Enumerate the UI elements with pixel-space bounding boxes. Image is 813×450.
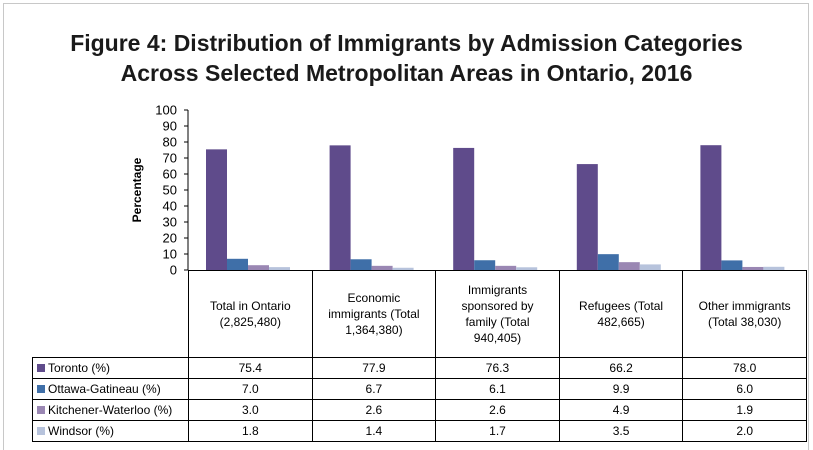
series-name: Ottawa-Gatineau (%)	[48, 382, 161, 396]
table-row: Toronto (%) 75.4 77.9 76.3 66.2 78.0	[32, 357, 807, 379]
y-tick-label: 70	[163, 151, 177, 166]
category-label-line: Refugees (Total	[579, 299, 664, 313]
data-label: 77.9	[311, 357, 437, 379]
category-label-line: 1,364,380)	[345, 323, 403, 337]
data-table: Total in Ontario (2,825,480) Economic immig…	[32, 270, 807, 442]
series-name: Toronto (%)	[48, 361, 111, 375]
table-row: Ottawa-Gatineau (%) 7.0 6.7 6.1 9.9 6.0	[32, 378, 807, 400]
data-label: 78.0	[682, 357, 807, 379]
bar	[371, 265, 393, 270]
data-label: 2.0	[682, 420, 807, 442]
legend-swatch	[37, 427, 45, 435]
bar	[742, 266, 764, 270]
data-label: 1.7	[435, 420, 560, 442]
y-tick-label: 90	[163, 119, 177, 134]
bar	[700, 145, 722, 270]
data-label: 6.1	[435, 378, 560, 400]
series-name: Windsor (%)	[48, 424, 115, 438]
legend-swatch	[37, 385, 45, 393]
bar	[763, 266, 785, 270]
bar	[495, 265, 517, 270]
category-label-line: Immigrants	[467, 283, 528, 297]
category-label-line: Economic	[347, 291, 401, 305]
category-label-line: (Total 38,030)	[707, 315, 782, 329]
y-tick-label: 60	[163, 167, 177, 182]
category-label-line: immigrants (Total	[328, 307, 420, 321]
category-label: Total in Ontario (2,825,480)	[188, 270, 313, 358]
y-tick-label: 50	[163, 183, 177, 198]
category-label: Immigrants sponsored by family (Total 940,4…	[435, 270, 560, 358]
bar	[597, 254, 619, 270]
data-label: 2.6	[435, 399, 560, 421]
y-tick-label: 40	[163, 199, 177, 214]
series-name: Kitchener-Waterloo (%)	[48, 403, 173, 417]
y-tick-label: 20	[163, 231, 177, 246]
data-label: 3.5	[558, 420, 684, 442]
bar	[248, 265, 269, 270]
bar	[474, 260, 496, 270]
data-label: 1.9	[682, 399, 807, 421]
y-tick-label: 100	[155, 103, 177, 118]
bar	[350, 259, 372, 270]
data-label: 3.0	[188, 399, 313, 421]
data-label: 9.9	[558, 378, 684, 400]
bar	[329, 145, 351, 270]
category-label-line: 940,405)	[473, 331, 522, 345]
bar	[206, 149, 227, 270]
category-label: Other immigrants (Total 38,030)	[682, 270, 807, 358]
data-label: 76.3	[435, 357, 560, 379]
data-label: 1.4	[311, 420, 437, 442]
data-label: 6.7	[311, 378, 437, 400]
bar	[576, 164, 598, 270]
table-row: Windsor (%) 1.8 1.4 1.7 3.5 2.0	[32, 420, 807, 442]
category-label-line: Total in Ontario	[209, 299, 291, 313]
data-label: 66.2	[558, 357, 684, 379]
bar	[227, 258, 248, 270]
category-label-line: Other immigrants	[698, 299, 791, 313]
y-tick-label: 0	[170, 263, 177, 278]
legend-entry: Toronto (%)	[32, 357, 189, 379]
legend-entry: Kitchener-Waterloo (%)	[32, 399, 189, 421]
legend-swatch	[37, 364, 45, 372]
legend-swatch	[37, 406, 45, 414]
bar	[516, 267, 538, 270]
bar	[721, 260, 743, 270]
table-row: Kitchener-Waterloo (%) 3.0 2.6 2.6 4.9 1.9	[32, 399, 807, 421]
bar	[453, 147, 475, 270]
y-tick-label: 10	[163, 247, 177, 262]
chart-title-block: Figure 4: Distribution of Immigrants by …	[40, 28, 773, 88]
category-label: Economic immigrants (Total 1,364,380)	[311, 270, 437, 358]
legend-entry: Windsor (%)	[32, 420, 189, 442]
bar	[392, 267, 414, 270]
category-label: Refugees (Total 482,665)	[558, 270, 684, 358]
bar	[639, 264, 661, 270]
data-label: 1.8	[188, 420, 313, 442]
data-label: 6.0	[682, 378, 807, 400]
chart-subtitle: Across Selected Metropolitan Areas in On…	[120, 60, 693, 86]
legend-entry: Ottawa-Gatineau (%)	[32, 378, 189, 400]
data-label: 7.0	[188, 378, 313, 400]
category-label-line: family (Total	[465, 315, 530, 329]
bar	[618, 262, 640, 270]
table-corner-cell	[32, 270, 189, 358]
data-label: 2.6	[311, 399, 437, 421]
category-label-line: 482,665)	[597, 315, 645, 329]
y-tick-label: 80	[163, 135, 177, 150]
table-header-row: Total in Ontario (2,825,480) Economic immig…	[32, 270, 807, 358]
data-label: 75.4	[188, 357, 313, 379]
data-label: 4.9	[558, 399, 684, 421]
bar	[269, 267, 290, 270]
category-label-line: sponsored by	[461, 299, 534, 313]
y-tick-label: 30	[163, 215, 177, 230]
category-label-line: (2,825,480)	[219, 315, 281, 329]
chart-title: Figure 4: Distribution of Immigrants by …	[70, 30, 743, 56]
